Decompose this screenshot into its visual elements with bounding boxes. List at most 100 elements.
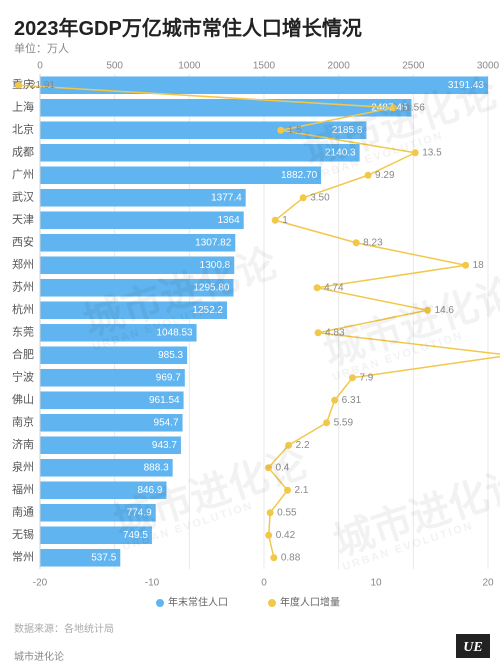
bar-value-label: 1882.70 bbox=[281, 170, 318, 181]
chart-container: { "title": "2023年GDP万亿城市常住人口增长情况", "unit… bbox=[0, 0, 500, 666]
top-axis-tick: 1000 bbox=[178, 61, 201, 72]
bar-value-label: 846.9 bbox=[137, 485, 162, 496]
growth-value-label: 3.50 bbox=[310, 192, 330, 203]
bottom-axis-tick: 10 bbox=[370, 578, 382, 589]
top-axis-tick: 3000 bbox=[477, 61, 500, 72]
bar-value-label: 3191.43 bbox=[448, 80, 485, 91]
growth-value-label: 0.42 bbox=[276, 530, 296, 541]
population-bar bbox=[40, 144, 360, 162]
legend-line-label: 年度人口增量 bbox=[280, 596, 340, 609]
bottom-axis-tick: 0 bbox=[261, 578, 267, 589]
growth-value-label: 14.6 bbox=[435, 305, 455, 316]
bar-value-label: 1295.80 bbox=[193, 282, 230, 293]
growth-value-label: 0.88 bbox=[281, 552, 301, 563]
growth-marker bbox=[272, 217, 279, 224]
city-label: 南通 bbox=[12, 506, 34, 519]
growth-marker bbox=[15, 82, 22, 89]
data-source-label: 数据来源：各地统计局 bbox=[14, 620, 114, 635]
growth-marker bbox=[265, 532, 272, 539]
legend: 年末常住人口 年度人口增量 bbox=[156, 596, 340, 609]
growth-value-label: 13.5 bbox=[422, 147, 442, 158]
bar-value-label: 1252.2 bbox=[192, 305, 223, 316]
population-bar bbox=[40, 211, 244, 229]
bar-value-label: 961.54 bbox=[149, 395, 180, 406]
growth-marker bbox=[353, 239, 360, 246]
growth-value-label: 18 bbox=[473, 260, 485, 271]
city-label: 武汉 bbox=[12, 191, 34, 204]
population-bar bbox=[40, 166, 321, 184]
bottom-axis-tick: -20 bbox=[33, 578, 48, 589]
top-axis-tick: 2500 bbox=[402, 61, 425, 72]
bar-value-label: 774.9 bbox=[127, 507, 152, 518]
growth-marker bbox=[424, 307, 431, 314]
growth-marker bbox=[300, 194, 307, 201]
city-label: 杭州 bbox=[12, 302, 34, 316]
growth-value-label: 2.2 bbox=[296, 440, 310, 451]
growth-marker bbox=[323, 419, 330, 426]
svg-text:UE: UE bbox=[463, 640, 482, 655]
bottom-axis-tick: 20 bbox=[482, 578, 494, 589]
bar-value-label: 1364 bbox=[217, 215, 240, 226]
city-label: 东莞 bbox=[12, 326, 34, 339]
bar-value-label: 985.3 bbox=[158, 350, 183, 361]
bottom-axis-tick: -10 bbox=[145, 578, 160, 589]
bar-value-label: 888.3 bbox=[144, 462, 169, 473]
unit-label: 单位：万人 bbox=[14, 40, 69, 56]
growth-value-label: 8.23 bbox=[363, 237, 383, 248]
city-label: 苏州 bbox=[12, 281, 34, 294]
growth-value-label: -21.91 bbox=[27, 80, 56, 91]
growth-value-label: 4.83 bbox=[325, 327, 345, 338]
top-axis-tick: 0 bbox=[37, 61, 43, 72]
city-label: 成都 bbox=[12, 146, 34, 159]
growth-marker bbox=[390, 104, 397, 111]
growth-value-label: 2.1 bbox=[295, 485, 309, 496]
growth-value-label: 6.31 bbox=[342, 395, 362, 406]
growth-marker bbox=[331, 397, 338, 404]
brand-label: 城市进化论 bbox=[14, 648, 64, 663]
city-label: 佛山 bbox=[12, 393, 34, 406]
growth-marker bbox=[284, 487, 291, 494]
bar-value-label: 943.7 bbox=[152, 440, 177, 451]
plot-area: 050010001500200025003000-20-1001020重庆319… bbox=[0, 60, 500, 626]
growth-marker bbox=[412, 149, 419, 156]
city-label: 福州 bbox=[12, 482, 34, 496]
bar-value-label: 1048.53 bbox=[156, 327, 193, 338]
growth-value-label: 5.59 bbox=[334, 417, 354, 428]
growth-marker bbox=[285, 442, 292, 449]
top-axis-tick: 1500 bbox=[253, 61, 276, 72]
city-label: 南京 bbox=[12, 415, 34, 429]
bar-value-label: 2140.3 bbox=[325, 147, 356, 158]
population-bar bbox=[40, 99, 411, 117]
growth-marker bbox=[365, 172, 372, 179]
city-label: 郑州 bbox=[12, 257, 34, 271]
city-label: 上海 bbox=[12, 100, 34, 114]
bar-value-label: 2185.8 bbox=[332, 125, 363, 136]
population-bar bbox=[40, 76, 488, 94]
bar-value-label: 749.5 bbox=[123, 530, 148, 541]
city-label: 宁波 bbox=[12, 370, 34, 384]
city-label: 西安 bbox=[12, 235, 34, 249]
bar-value-label: 1377.4 bbox=[211, 192, 242, 203]
bar-value-label: 537.5 bbox=[91, 552, 116, 563]
city-label: 常州 bbox=[12, 551, 34, 564]
legend-bar-label: 年末常住人口 bbox=[168, 596, 228, 609]
growth-marker bbox=[314, 284, 321, 291]
growth-value-label: 4.74 bbox=[324, 282, 344, 293]
growth-marker bbox=[315, 329, 322, 336]
growth-value-label: 7.9 bbox=[359, 372, 373, 383]
city-label: 北京 bbox=[12, 122, 34, 136]
growth-value-label: 0.4 bbox=[275, 462, 289, 473]
chart-title: 2023年GDP万亿城市常住人口增长情况 bbox=[14, 12, 362, 41]
bar-value-label: 1300.8 bbox=[200, 260, 231, 271]
publisher-logo: UE bbox=[456, 634, 490, 658]
growth-value-label: 1.5 bbox=[288, 125, 302, 136]
growth-marker bbox=[462, 262, 469, 269]
growth-marker bbox=[349, 374, 356, 381]
growth-value-label: 1 bbox=[282, 215, 288, 226]
top-axis-tick: 500 bbox=[106, 61, 123, 72]
city-label: 泉州 bbox=[12, 460, 34, 474]
top-axis-tick: 2000 bbox=[328, 61, 351, 72]
growth-marker bbox=[270, 554, 277, 561]
city-label: 广州 bbox=[12, 168, 34, 181]
growth-value-label: 11.56 bbox=[400, 102, 425, 113]
